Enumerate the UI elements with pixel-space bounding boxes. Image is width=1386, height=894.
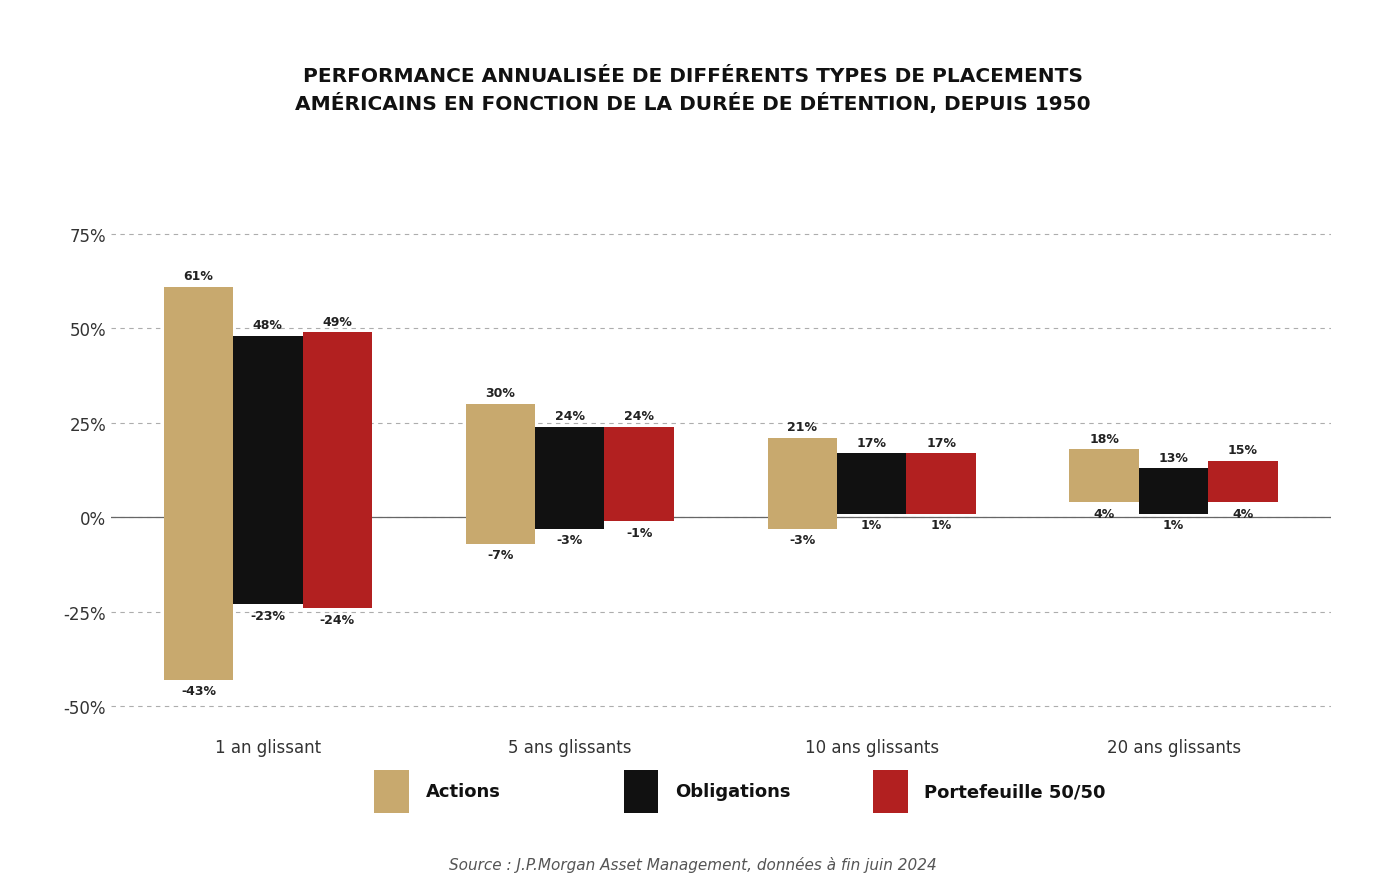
Bar [1070, 450, 1139, 502]
Text: 24%: 24% [554, 409, 585, 423]
Text: 1%: 1% [930, 519, 952, 532]
Text: 1%: 1% [1163, 519, 1184, 532]
Text: 18%: 18% [1089, 433, 1119, 445]
Text: PERFORMANCE ANNUALISÉE DE DIFFÉRENTS TYPES DE PLACEMENTS
AMÉRICAINS EN FONCTION : PERFORMANCE ANNUALISÉE DE DIFFÉRENTS TYP… [295, 67, 1091, 114]
Text: 4%: 4% [1232, 507, 1253, 520]
Bar [164, 287, 233, 680]
Text: Obligations: Obligations [675, 782, 790, 800]
Text: 61%: 61% [183, 270, 213, 283]
Text: 49%: 49% [323, 316, 352, 328]
Text: 30%: 30% [485, 387, 516, 400]
Text: -23%: -23% [251, 609, 286, 622]
Text: 15%: 15% [1228, 443, 1258, 457]
Bar [233, 336, 302, 604]
Text: 1%: 1% [861, 519, 883, 532]
Bar [768, 438, 837, 529]
Text: 17%: 17% [926, 436, 956, 449]
Bar [535, 427, 604, 529]
Text: 21%: 21% [787, 421, 818, 434]
Text: -24%: -24% [320, 613, 355, 626]
Text: Actions: Actions [426, 782, 500, 800]
Text: 4%: 4% [1094, 507, 1114, 520]
Text: 17%: 17% [857, 436, 887, 449]
Text: 13%: 13% [1159, 451, 1189, 464]
Text: -3%: -3% [789, 534, 815, 546]
Text: -43%: -43% [182, 685, 216, 697]
Text: Source : J.P.Morgan Asset Management, données à fin juin 2024: Source : J.P.Morgan Asset Management, do… [449, 856, 937, 872]
Bar [1209, 461, 1278, 502]
Text: -1%: -1% [626, 526, 653, 539]
Bar [466, 404, 535, 544]
Bar [1139, 468, 1209, 514]
Bar [302, 333, 371, 609]
Text: 24%: 24% [624, 409, 654, 423]
Bar [604, 427, 674, 521]
Text: -7%: -7% [486, 549, 514, 561]
Bar [906, 453, 976, 514]
Bar [837, 453, 906, 514]
Text: -3%: -3% [557, 534, 584, 546]
Text: Portefeuille 50/50: Portefeuille 50/50 [924, 782, 1106, 800]
Text: 48%: 48% [252, 319, 283, 332]
